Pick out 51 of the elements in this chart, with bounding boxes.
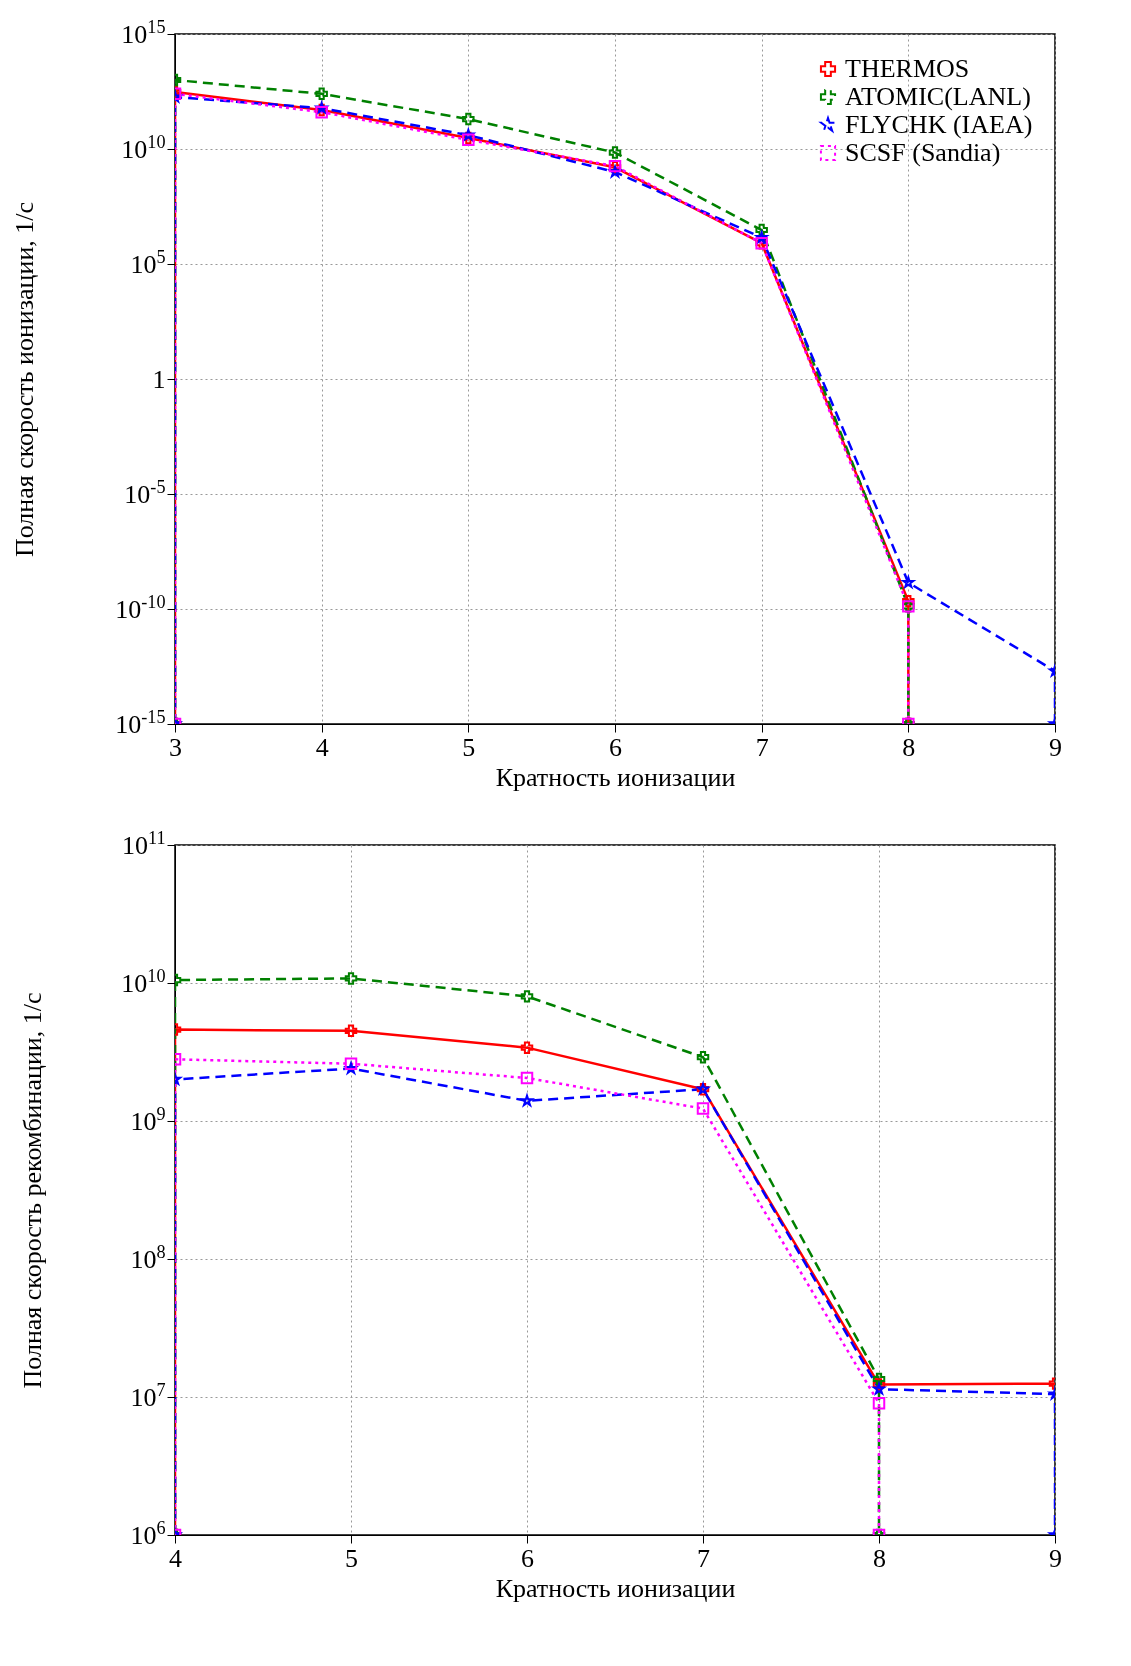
x-tick-label: 5: [345, 1543, 358, 1573]
y-tick-label: 10$^{10}$: [121, 131, 166, 164]
point: [872, 1378, 886, 1391]
point: [608, 146, 622, 159]
point: [460, 126, 477, 142]
point: [696, 1102, 710, 1115]
x-tick-label: 9: [1049, 1543, 1062, 1573]
x-tick-label: 4: [315, 732, 329, 762]
point: [344, 972, 358, 985]
y-tick-label: 10$^{7}$: [130, 1379, 166, 1412]
x-tick-label: 7: [697, 1543, 710, 1573]
y-tick-label: 10$^{-10}$: [115, 591, 166, 624]
y-axis-title: Полная скорость ионизации, 1/с: [9, 201, 39, 558]
y-tick-label: 10$^{5}$: [130, 246, 166, 279]
x-axis-title: Кратность ионизации: [495, 1573, 736, 1603]
point: [755, 223, 768, 237]
x-tick-label: 6: [609, 732, 622, 762]
y-tick-label: 10$^{-5}$: [124, 476, 166, 509]
point: [462, 112, 475, 126]
x-tick-label: 6: [521, 1543, 534, 1573]
point: [520, 1071, 534, 1085]
x-tick-label: 4: [169, 1543, 182, 1573]
x-tick-label: 8: [902, 732, 916, 762]
point: [696, 1050, 710, 1064]
x-tick-label: 5: [462, 732, 476, 762]
point: [520, 990, 534, 1003]
y-tick-label: 10$^{15}$: [121, 16, 166, 49]
point: [344, 1057, 358, 1070]
y-tick-label: 10$^{9}$: [130, 1103, 166, 1136]
y-tick-label: 10$^{-15}$: [115, 706, 166, 739]
legend-label: ATOMIC(LANL): [845, 82, 1031, 111]
x-tick-label: 9: [1049, 732, 1062, 762]
point: [607, 163, 623, 179]
y-tick-label: 10$^{6}$: [130, 1517, 166, 1550]
legend-label: FLYCHK (IAEA): [845, 110, 1033, 139]
y-tick-label: 10$^{11}$: [121, 827, 166, 860]
x-axis-title: Кратность ионизации: [495, 762, 736, 792]
point: [344, 1024, 358, 1038]
y-tick-label: 1: [152, 364, 166, 394]
point: [753, 229, 770, 244]
x-tick-label: 3: [169, 732, 182, 762]
x-tick-label: 7: [755, 732, 769, 762]
point: [872, 1397, 886, 1410]
y-tick-label: 10$^{10}$: [121, 965, 166, 998]
point: [520, 1041, 534, 1054]
y-tick-label: 10$^{8}$: [130, 1241, 166, 1274]
x-tick-label: 8: [873, 1543, 886, 1573]
y-axis-title: Полная скорость рекомбинации, 1/с: [18, 992, 48, 1389]
legend-label: SCSF (Sandia): [845, 138, 1001, 167]
point: [872, 1372, 886, 1386]
legend-label: THERMOS: [845, 54, 970, 83]
